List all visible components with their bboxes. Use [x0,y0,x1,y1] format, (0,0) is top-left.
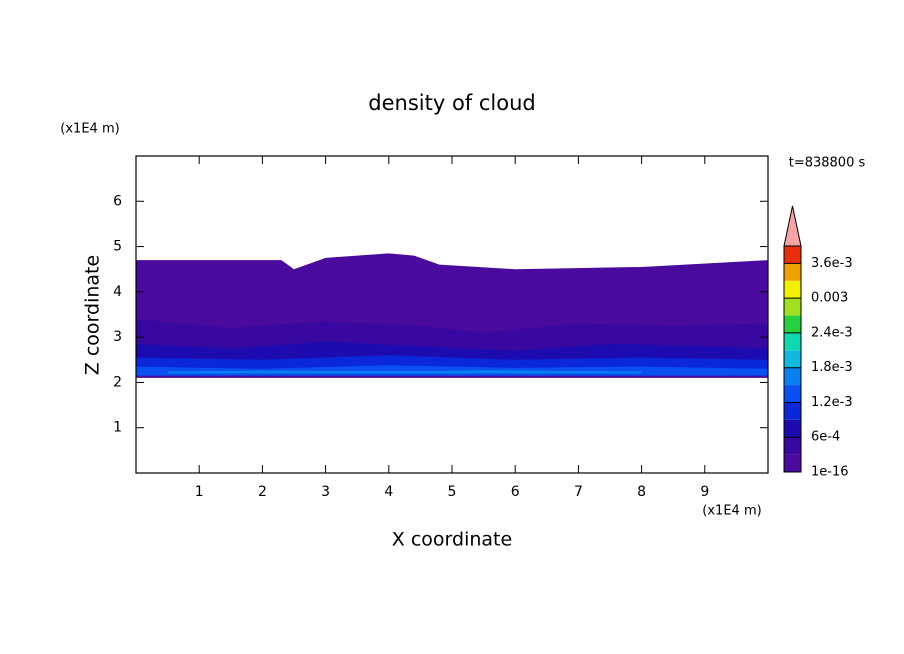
colorbar-band [784,350,801,368]
colorbar-tick-label: 2.4e-3 [811,325,853,340]
colorbar-tick-label: 1e-16 [811,465,849,480]
time-annotation: t=838800 s [789,156,866,171]
y-tick-label: 2 [113,374,122,390]
colorbar-tick-label: 6e-4 [811,430,840,445]
x-tick-label: 9 [700,484,709,500]
colorbar-band [784,332,801,351]
x-unit: (x1E4 m) [702,504,761,519]
colorbar-extension [783,205,802,247]
y-tick-label: 5 [113,239,122,255]
x-tick-label: 6 [511,484,520,500]
colorbar-band [784,419,801,438]
colorbar-band [784,454,801,472]
x-tick-label: 5 [448,484,457,500]
colorbar-band [784,280,801,299]
colorbar-band [784,437,801,455]
y-unit: (x1E4 m) [60,122,119,137]
colorbar-tick-label: 1.8e-3 [811,360,853,375]
y-axis-label: Z coordinate [82,255,104,375]
colorbar-band [784,402,801,420]
x-tick-label: 8 [637,484,646,500]
colorbar-tick-label: 0.003 [811,291,848,306]
colorbar-tick-label: 3.6e-3 [811,256,853,271]
y-tick-label: 6 [113,193,122,209]
colorbar-band [784,298,801,316]
x-tick-label: 7 [574,484,583,500]
colorbar-tick-label: 1.2e-3 [811,395,853,410]
y-tick-label: 3 [113,329,122,345]
contour-region [167,370,642,374]
colorbar-band [784,367,801,386]
chart-title: density of cloud [368,91,535,115]
x-axis-label: X coordinate [392,529,512,551]
colorbar-band [784,246,801,264]
colorbar-band [784,315,801,333]
x-tick-label: 3 [321,484,330,500]
x-tick-label: 2 [258,484,267,500]
colorbar-band [784,263,801,281]
y-tick-label: 1 [113,420,122,436]
x-tick-label: 1 [195,484,204,500]
colorbar-band [784,385,801,403]
x-tick-label: 4 [384,484,393,500]
y-tick-label: 4 [113,284,122,300]
